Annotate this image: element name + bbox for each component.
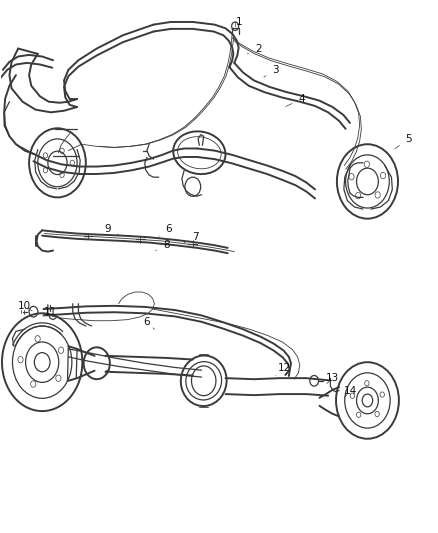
Text: 4: 4	[286, 94, 305, 107]
Text: 2: 2	[247, 44, 261, 54]
Text: 10: 10	[18, 301, 32, 311]
Text: 8: 8	[155, 240, 170, 251]
Text: 5: 5	[395, 134, 412, 149]
Text: 13: 13	[326, 373, 339, 384]
Text: 12: 12	[276, 362, 291, 375]
Text: 9: 9	[104, 224, 119, 235]
Text: 1: 1	[232, 17, 242, 30]
Text: 11: 11	[44, 306, 57, 317]
Text: 3: 3	[264, 65, 279, 77]
Text: 7: 7	[184, 232, 198, 243]
Text: 6: 6	[144, 317, 155, 329]
Text: 14: 14	[343, 386, 357, 397]
Text: 6: 6	[159, 224, 172, 237]
